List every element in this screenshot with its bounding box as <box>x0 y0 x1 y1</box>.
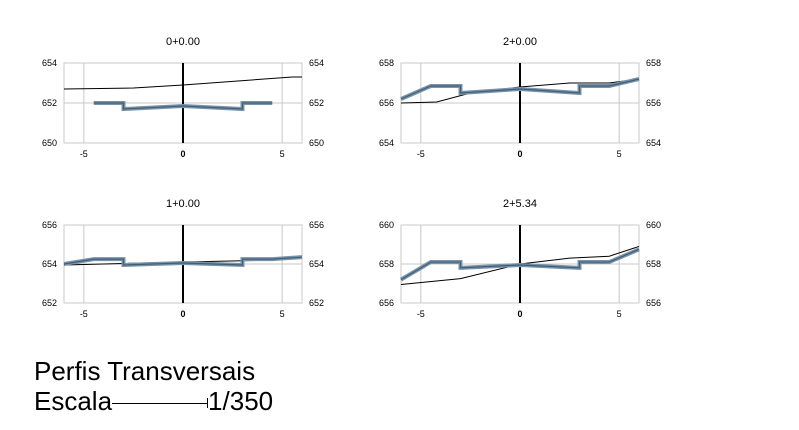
panel-title: 0+0.00 <box>166 36 200 48</box>
x-tick-label: -5 <box>417 309 425 319</box>
y-tick-label-left: 654 <box>42 259 57 269</box>
y-tick-label-right: 656 <box>309 220 324 230</box>
x-tick-label: 5 <box>617 149 622 159</box>
scale-bar <box>112 386 209 410</box>
y-tick-label-right: 658 <box>646 259 661 269</box>
y-tick-label-right: 660 <box>646 220 661 230</box>
x-tick-label: -5 <box>80 149 88 159</box>
y-tick-label-right: 650 <box>309 138 324 148</box>
y-tick-label-right: 654 <box>309 58 324 68</box>
x-tick-label: 5 <box>617 309 622 319</box>
section-panel-2: 2+0.00 654 654 656 656 658 658 -5 0 5 <box>379 36 661 159</box>
y-tick-label-right: 654 <box>646 138 661 148</box>
x-tick-label: 5 <box>280 149 285 159</box>
panel-title: 1+0.00 <box>166 198 200 210</box>
y-tick-label-left: 650 <box>42 138 57 148</box>
x-tick-label: 5 <box>280 309 285 319</box>
panel-title: 2+5.34 <box>503 198 537 210</box>
y-tick-label-left: 658 <box>379 58 394 68</box>
scale-value: 1/350 <box>208 386 274 416</box>
y-tick-label-right: 656 <box>646 98 661 108</box>
y-tick-label-left: 652 <box>42 298 57 308</box>
x-tick-label: 0 <box>517 149 522 159</box>
x-tick-label: 0 <box>180 309 185 319</box>
y-tick-label-left: 652 <box>42 98 57 108</box>
y-tick-label-right: 658 <box>646 58 661 68</box>
section-panel-4: 2+5.34 656 656 658 658 660 660 -5 0 5 <box>379 198 661 319</box>
section-line <box>63 256 303 266</box>
terrain-line <box>63 76 302 90</box>
x-tick-label: -5 <box>417 149 425 159</box>
y-tick-label-left: 656 <box>379 98 394 108</box>
x-tick-label: -5 <box>80 309 88 319</box>
y-tick-label-right: 652 <box>309 98 324 108</box>
scale-line: Escala 1/350 <box>34 386 273 416</box>
terrain-line <box>400 245 640 285</box>
section-panel-3: 1+0.00 652 652 654 654 656 656 -5 0 5 <box>42 198 324 319</box>
section-line <box>400 78 640 100</box>
panel-title: 2+0.00 <box>503 36 537 48</box>
y-tick-label-left: 656 <box>42 220 57 230</box>
y-tick-label-left: 660 <box>379 220 394 230</box>
sheet-title-text: Perfis Transversais <box>34 356 256 386</box>
section-line <box>400 248 640 281</box>
sheet-title: Perfis Transversais <box>34 356 255 386</box>
x-tick-label: 0 <box>517 309 522 319</box>
y-tick-label-right: 654 <box>309 259 324 269</box>
section-panel-1: 0+0.00 650 650 652 652 654 654 -5 0 5 <box>42 36 324 159</box>
y-tick-label-right: 656 <box>646 298 661 308</box>
scale-label: Escala <box>34 386 113 416</box>
y-tick-label-right: 652 <box>309 298 324 308</box>
y-tick-label-left: 654 <box>42 58 57 68</box>
x-tick-label: 0 <box>180 149 185 159</box>
y-tick-label-left: 654 <box>379 138 394 148</box>
y-tick-label-left: 656 <box>379 298 394 308</box>
section-line <box>93 102 273 110</box>
y-tick-label-left: 658 <box>379 259 394 269</box>
